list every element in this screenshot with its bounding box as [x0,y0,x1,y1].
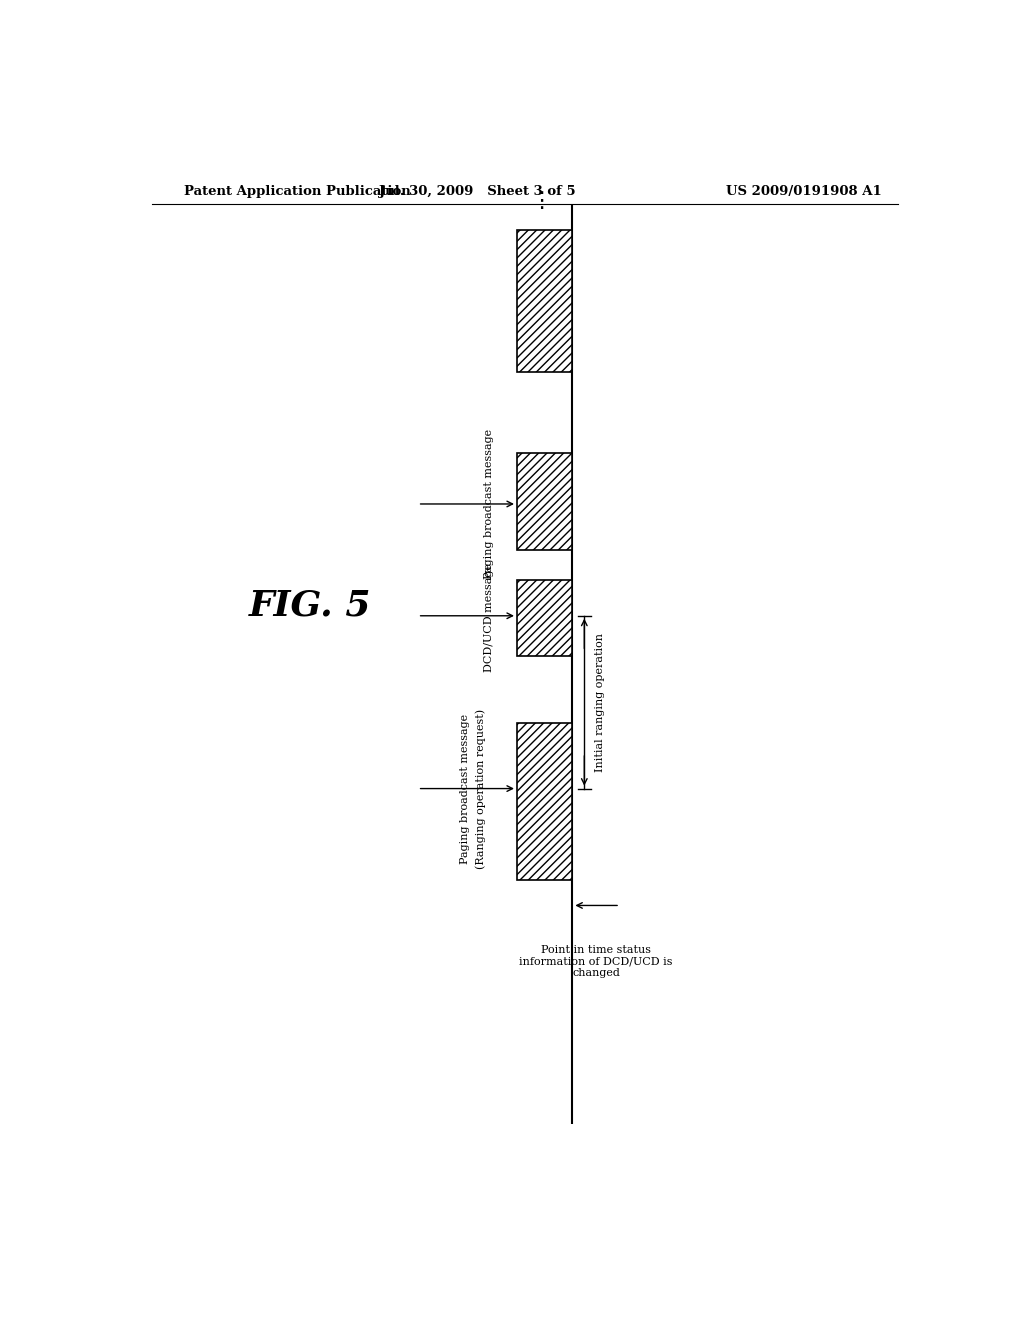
Text: (Ranging operation request): (Ranging operation request) [476,709,486,869]
Text: Paging broadcast message: Paging broadcast message [460,714,470,863]
Text: Jul. 30, 2009   Sheet 3 of 5: Jul. 30, 2009 Sheet 3 of 5 [379,185,575,198]
Text: Point in time status
information of DCD/UCD is
changed: Point in time status information of DCD/… [519,945,673,978]
Bar [517,722,572,880]
Bar [517,581,572,656]
Text: Patent Application Publication: Patent Application Publication [183,185,411,198]
Text: FIG. 5: FIG. 5 [249,589,372,623]
Text: Paging broadcast message: Paging broadcast message [484,429,495,579]
Text: DCD/UCD message: DCD/UCD message [484,564,495,672]
Bar [517,230,572,372]
Bar [517,453,572,549]
Text: Initial ranging operation: Initial ranging operation [595,632,605,772]
Text: ⋮: ⋮ [529,191,552,211]
Text: US 2009/0191908 A1: US 2009/0191908 A1 [726,185,882,198]
